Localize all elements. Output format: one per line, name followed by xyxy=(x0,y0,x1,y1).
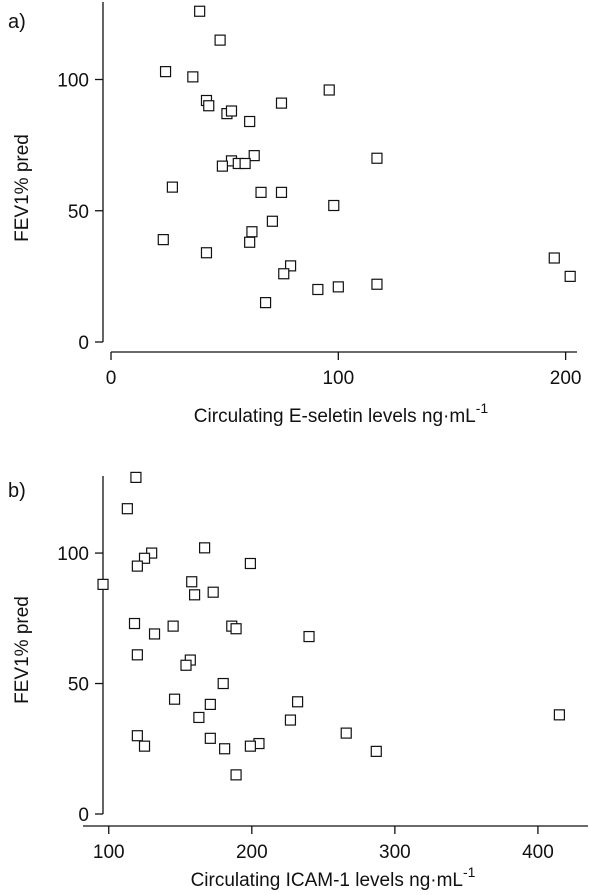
panel-b-data-points xyxy=(97,471,565,781)
panel-b-data-point xyxy=(199,542,211,554)
panel-a-data-point xyxy=(200,247,213,259)
panel-a-data-point xyxy=(312,283,324,296)
panel-a-data-point xyxy=(255,186,267,198)
panel-b-data-point xyxy=(180,659,192,671)
panel-b-data-point xyxy=(217,677,229,690)
panel-a-data-point xyxy=(246,226,258,238)
panel-a-data-point xyxy=(332,281,344,293)
panel-b-x-axis-title-text: Circulating ICAM-1 levels ng·mL xyxy=(191,870,463,891)
panel-b-data-point xyxy=(340,727,352,739)
panel-b-data-point xyxy=(131,730,143,742)
panel-b-data-point xyxy=(188,589,201,601)
panel-a-x-axis-title-exponent: -1 xyxy=(476,400,489,416)
panel-a-data-point xyxy=(203,100,215,112)
panel-a-x-axis-title-text: Circulating E-seletin levels ng·mL xyxy=(194,406,476,427)
panel-a-data-point xyxy=(323,84,335,96)
panel-b-data-point xyxy=(193,711,205,724)
panel-a-data-point xyxy=(259,297,272,309)
panel-a-x-tick-label: 100 xyxy=(322,368,354,389)
panel-b-data-point xyxy=(244,740,256,752)
panel-b-data-point xyxy=(244,557,256,570)
panel-b-data-point xyxy=(168,693,181,705)
panel-b-y-tick-label: 50 xyxy=(68,675,89,696)
panel-b: b) FEV1% pred Circulating ICAM-1 levels … xyxy=(8,471,588,891)
panel-b-data-point xyxy=(167,620,179,632)
panel-b-data-point xyxy=(97,578,109,590)
panel-b-x-tick-label: 200 xyxy=(236,842,268,863)
panel-b-x-tick-label: 300 xyxy=(379,842,411,863)
panel-b-x-tick-label: 400 xyxy=(522,842,554,863)
panel-a-x-axis-title: Circulating E-seletin levels ng·mL-1 xyxy=(194,400,489,427)
panel-b-data-point xyxy=(186,576,198,588)
panel-b-data-point xyxy=(148,628,161,640)
panel-a-data-points xyxy=(157,5,576,309)
panel-b-x-axis-title-exponent: -1 xyxy=(463,864,476,880)
panel-b-y-axis-title: FEV1% pred xyxy=(12,596,33,704)
panel-b-label: b) xyxy=(8,480,26,502)
panel-a-data-point xyxy=(157,234,169,246)
panel-b-axes: 0 50 100 100 200 300 400 xyxy=(57,476,588,863)
panel-a-y-axis-title: FEV1% pred xyxy=(12,134,33,242)
panel-b-data-point xyxy=(230,769,242,781)
panel-a-data-point xyxy=(371,278,383,290)
panel-a-data-point xyxy=(328,199,340,212)
panel-a-data-point xyxy=(266,215,278,227)
panel-b-data-point xyxy=(219,743,231,755)
panel-b-data-point xyxy=(207,586,219,598)
panel-b-data-point xyxy=(284,714,297,726)
panel-b-data-point xyxy=(230,623,242,635)
panel-b-data-point xyxy=(204,698,216,711)
panel-b-data-point xyxy=(370,745,382,757)
panel-a-y-tick-label: 100 xyxy=(57,71,89,92)
panel-a-data-point xyxy=(166,181,178,193)
panel-a-data-point xyxy=(275,186,288,198)
panel-a: a) FEV1% pred Circulating E-seletin leve… xyxy=(8,2,581,427)
panel-b-data-point xyxy=(303,630,315,643)
panel-a-data-point xyxy=(275,97,288,109)
panel-a-data-point xyxy=(248,150,260,162)
panel-a-data-point xyxy=(225,105,238,117)
panel-a-data-point xyxy=(564,270,576,282)
panel-b-x-axis-title: Circulating ICAM-1 levels ng·mL-1 xyxy=(191,864,476,891)
panel-b-y-tick-label: 100 xyxy=(57,544,89,565)
panel-b-data-point xyxy=(553,709,565,721)
panel-b-data-point xyxy=(130,471,142,483)
panel-b-x-tick-label: 100 xyxy=(93,842,125,863)
panel-a-data-point xyxy=(244,115,256,128)
panel-b-data-point xyxy=(204,732,216,744)
panel-a-data-point xyxy=(214,34,226,46)
panel-a-y-tick-label: 0 xyxy=(78,333,89,354)
panel-a-axes: 0 50 100 0 100 200 xyxy=(57,2,581,389)
panel-a-data-point xyxy=(371,152,383,164)
panel-b-data-point xyxy=(138,552,151,564)
panel-a-x-tick-label: 0 xyxy=(106,368,117,389)
panel-b-data-point xyxy=(138,740,151,752)
panel-b-y-tick-label: 0 xyxy=(78,805,89,826)
panel-a-label: a) xyxy=(8,11,26,33)
panel-a-data-point xyxy=(159,66,172,78)
panel-b-data-point xyxy=(121,503,133,515)
panel-a-data-point xyxy=(278,268,290,280)
panel-b-data-point xyxy=(131,649,143,661)
panel-b-data-point xyxy=(131,560,143,572)
panel-a-y-tick-label: 50 xyxy=(68,202,89,223)
panel-a-data-point xyxy=(194,5,206,17)
panel-a-data-point xyxy=(239,157,251,170)
panel-b-data-point xyxy=(291,696,304,708)
panel-a-data-point xyxy=(187,71,199,83)
panel-a-data-point xyxy=(244,236,256,248)
panel-b-data-point xyxy=(128,617,141,630)
panel-a-data-point xyxy=(216,160,228,172)
panel-a-data-point xyxy=(284,260,297,272)
panel-a-x-tick-label: 200 xyxy=(550,368,582,389)
panel-a-data-point xyxy=(548,252,560,264)
